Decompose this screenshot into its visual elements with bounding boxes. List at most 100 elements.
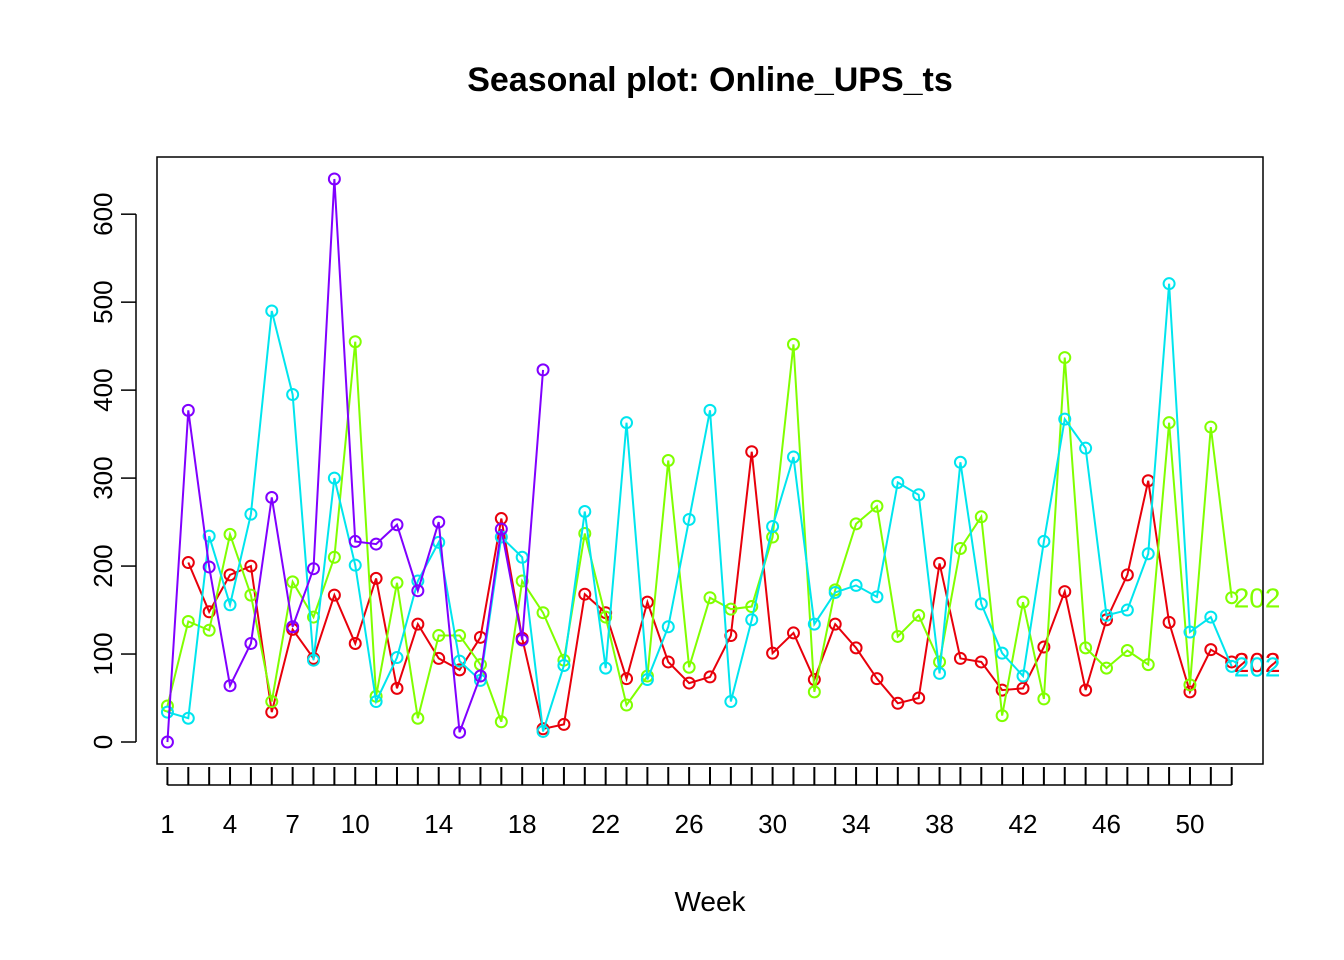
data-point: [536, 363, 550, 377]
data-point: [891, 475, 905, 489]
y-tick-label: 100: [88, 632, 118, 675]
data-point: [1037, 640, 1051, 654]
data-point: [348, 335, 362, 349]
data-point: [1204, 420, 1218, 434]
data-point: [933, 556, 947, 570]
data-point: [953, 455, 967, 469]
data-point: [1120, 644, 1134, 658]
data-point: [453, 629, 467, 643]
x-tick-label: 22: [591, 809, 620, 839]
data-point: [870, 672, 884, 686]
data-point: [536, 724, 550, 738]
data-point: [515, 633, 529, 647]
data-point: [432, 515, 446, 529]
data-point: [578, 505, 592, 519]
data-point: [599, 610, 613, 624]
data-point: [912, 608, 926, 622]
x-axis-title: Week: [674, 886, 746, 917]
data-point: [682, 512, 696, 526]
data-point: [724, 602, 738, 616]
data-point: [807, 685, 821, 699]
data-point: [1162, 615, 1176, 629]
data-point: [1058, 585, 1072, 599]
data-point: [974, 655, 988, 669]
data-point: [307, 653, 321, 667]
data-point: [953, 541, 967, 555]
data-point: [181, 403, 195, 417]
series-end-label: 202: [1234, 647, 1281, 678]
data-point: [661, 620, 675, 634]
data-point: [1099, 608, 1113, 622]
x-tick-label: 18: [508, 809, 537, 839]
series-line: [166, 341, 1233, 723]
data-point: [703, 403, 717, 417]
data-point: [1204, 643, 1218, 657]
series-group: [160, 172, 550, 749]
series-end-label: 202: [1234, 651, 1281, 682]
data-point: [223, 679, 237, 693]
data-point: [703, 670, 717, 684]
data-point: [745, 445, 759, 459]
data-point: [327, 471, 341, 485]
data-point: [223, 527, 237, 541]
data-point: [1016, 595, 1030, 609]
data-point: [265, 304, 279, 318]
data-point: [244, 507, 258, 521]
data-point: [828, 617, 842, 631]
data-point: [307, 562, 321, 576]
series-line: [187, 451, 1233, 730]
plot-frame: [156, 156, 1264, 765]
data-point: [640, 673, 654, 687]
data-point: [620, 698, 634, 712]
data-point: [411, 711, 425, 725]
x-tick-label: 7: [285, 809, 299, 839]
data-point: [974, 510, 988, 524]
data-point: [390, 576, 404, 590]
data-point: [160, 735, 174, 749]
data-point: [745, 613, 759, 627]
data-point: [870, 499, 884, 513]
data-point: [202, 560, 216, 574]
series-layer: [160, 172, 1239, 749]
data-point: [1079, 641, 1093, 655]
data-point: [181, 614, 195, 628]
data-point: [849, 578, 863, 592]
data-point: [327, 550, 341, 564]
data-point: [828, 585, 842, 599]
data-point: [995, 709, 1009, 723]
data-point: [786, 450, 800, 464]
y-tick-label: 600: [88, 192, 118, 235]
data-point: [766, 646, 780, 660]
data-point: [286, 575, 300, 589]
data-point: [1079, 441, 1093, 455]
data-point: [1183, 678, 1197, 692]
y-axis: 0 100 200 300 400 500 600: [88, 192, 137, 749]
data-point: [494, 522, 508, 536]
data-point: [390, 518, 404, 532]
data-point: [265, 695, 279, 709]
data-point: [369, 537, 383, 551]
data-point: [453, 654, 467, 668]
x-tick-label: 50: [1176, 809, 1205, 839]
data-point: [1225, 655, 1239, 669]
data-point: [1183, 685, 1197, 699]
x-axis: 1 4 7 10 14 18 22 26 30 34 38 42 46 50: [160, 767, 1233, 839]
data-point: [181, 556, 195, 570]
data-point: [202, 529, 216, 543]
data-point: [1079, 683, 1093, 697]
data-point: [1225, 659, 1239, 673]
data-point: [411, 584, 425, 598]
data-point: [766, 519, 780, 533]
x-tick-label: 10: [341, 809, 370, 839]
data-point: [244, 588, 258, 602]
data-point: [974, 597, 988, 611]
data-point: [1058, 412, 1072, 426]
data-point: [745, 600, 759, 614]
data-point: [327, 172, 341, 186]
data-point: [786, 337, 800, 351]
data-point: [473, 669, 487, 683]
data-point: [1120, 568, 1134, 582]
series-line: [167, 283, 1233, 732]
data-point: [223, 568, 237, 582]
